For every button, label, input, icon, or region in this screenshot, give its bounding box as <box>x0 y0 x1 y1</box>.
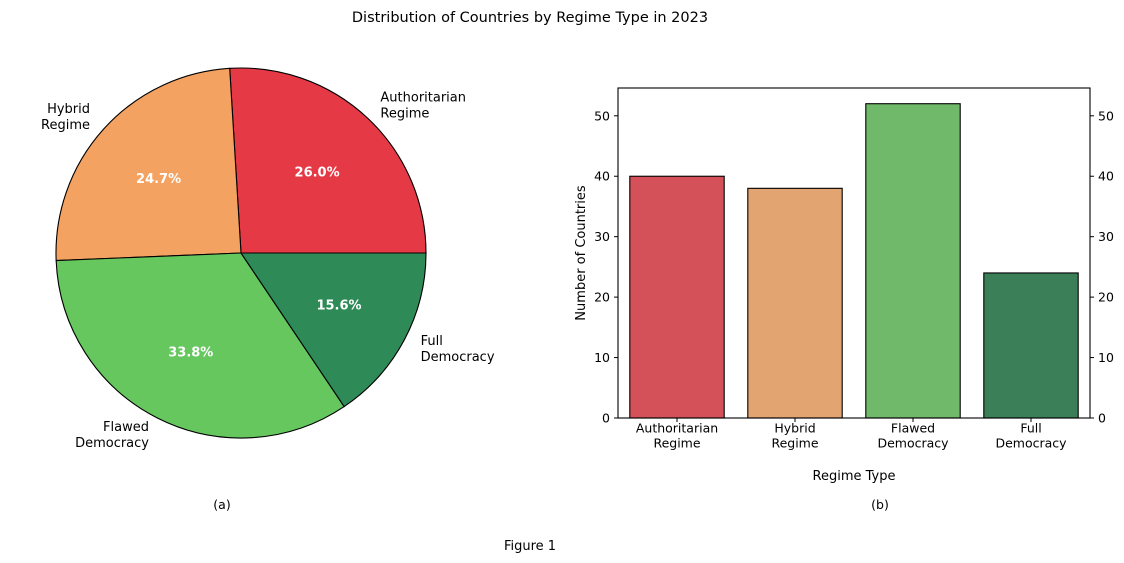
pie-panel-label: (a) <box>213 497 230 512</box>
pie-category-label: Full Democracy <box>421 334 495 365</box>
bar-chart: Authoritarian Regime Hybrid Regime Flawed Dem… <box>574 87 1114 484</box>
bar <box>629 175 725 419</box>
y-tick-label: 40 <box>594 169 610 184</box>
pie-percent-label: 26.0% <box>295 166 340 181</box>
y-tick-label-right: 0 <box>1098 411 1106 426</box>
figure-title: Distribution of Countries by Regime Type… <box>352 10 708 26</box>
pie-category-label: Hybrid Regime <box>41 102 90 133</box>
x-axis-label: Regime Type <box>813 469 896 484</box>
x-tick-label: Flawed Democracy <box>877 421 949 451</box>
pie-percent-label: 33.8% <box>168 346 213 361</box>
plot-frame <box>617 87 1091 419</box>
pie-percent-label: 24.7% <box>136 172 181 187</box>
bar <box>983 272 1079 419</box>
x-tick-label: Full Democracy <box>995 421 1067 451</box>
pie-slice <box>239 252 427 408</box>
y-tick-label: 50 <box>594 108 610 123</box>
y-tick-label-right: 10 <box>1098 350 1114 365</box>
pie-category-label: Flawed Democracy <box>75 420 149 451</box>
y-tick-label: 30 <box>594 229 610 244</box>
y-tick-label-right: 30 <box>1098 229 1114 244</box>
y-tick-label: 20 <box>594 290 610 305</box>
pie-category-label: Authoritarian Regime <box>380 90 466 121</box>
y-tick-label-right: 20 <box>1098 290 1114 305</box>
bar-panel-label: (b) <box>871 497 889 512</box>
y-tick-label: 0 <box>602 411 610 426</box>
y-tick-label-right: 40 <box>1098 169 1114 184</box>
bar <box>747 187 843 419</box>
pie-chart: 26.0% Authoritarian Regime 24.7% Hybrid Regim… <box>41 67 495 451</box>
pie-slice <box>55 67 242 262</box>
figure-caption: Figure 1 <box>504 539 556 554</box>
y-axis-label: Number of Countries <box>574 185 589 321</box>
pie-percent-label: 15.6% <box>316 299 361 314</box>
y-tick-label: 10 <box>594 350 610 365</box>
x-tick-label: Hybrid Regime <box>771 421 818 451</box>
y-tick-label-right: 50 <box>1098 108 1114 123</box>
x-tick-label: Authoritarian Regime <box>636 421 718 451</box>
bar <box>865 103 961 419</box>
pie-slice <box>229 67 427 254</box>
pie-slice <box>55 252 345 439</box>
